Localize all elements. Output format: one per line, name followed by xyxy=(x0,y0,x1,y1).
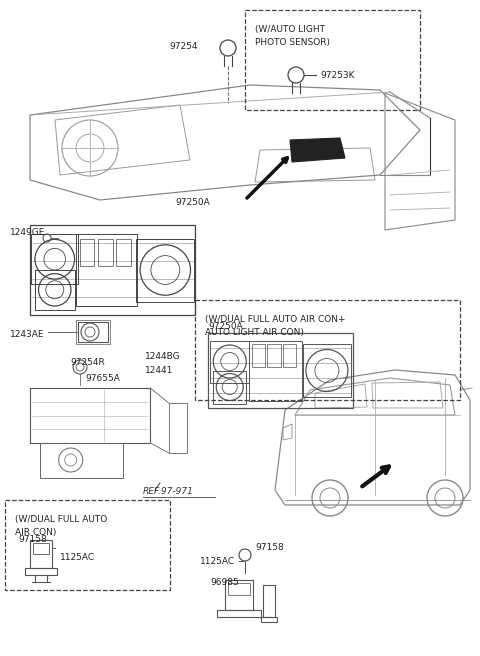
Bar xyxy=(169,403,187,453)
Bar xyxy=(25,568,57,575)
Text: (W/DUAL FULL AUTO AIR CON+: (W/DUAL FULL AUTO AIR CON+ xyxy=(205,315,346,324)
Text: 97254: 97254 xyxy=(169,42,198,51)
Bar xyxy=(249,340,302,401)
Text: 1244BG: 1244BG xyxy=(145,352,180,361)
Text: 97250A: 97250A xyxy=(208,322,243,331)
Bar xyxy=(267,344,280,367)
Bar xyxy=(80,239,95,266)
Text: 12441: 12441 xyxy=(145,366,173,375)
Text: 1249GE: 1249GE xyxy=(10,228,46,237)
Bar xyxy=(261,617,277,622)
Text: 97254R: 97254R xyxy=(70,358,105,367)
Text: PHOTO SENSOR): PHOTO SENSOR) xyxy=(255,38,330,47)
Bar xyxy=(30,225,195,315)
Bar xyxy=(40,443,122,478)
Bar xyxy=(213,371,246,403)
Bar xyxy=(283,344,297,367)
Text: 97253K: 97253K xyxy=(320,70,355,79)
Text: 97250A: 97250A xyxy=(175,198,210,207)
Text: 97158: 97158 xyxy=(255,543,284,552)
Bar xyxy=(31,234,78,285)
Text: AIR CON): AIR CON) xyxy=(15,528,56,537)
Text: 96985: 96985 xyxy=(210,578,239,587)
Text: (W/AUTO LIGHT: (W/AUTO LIGHT xyxy=(255,25,325,34)
Bar xyxy=(78,322,108,342)
Bar xyxy=(33,543,49,554)
Bar xyxy=(136,239,194,302)
Bar xyxy=(228,583,250,595)
Polygon shape xyxy=(290,138,345,162)
Bar xyxy=(76,320,110,344)
Bar xyxy=(30,388,150,443)
Bar xyxy=(245,10,420,110)
Text: 1125AC: 1125AC xyxy=(60,553,95,562)
Bar xyxy=(35,270,74,310)
Bar xyxy=(76,234,137,306)
Text: REF.97-971: REF.97-971 xyxy=(143,487,194,496)
Text: 97158: 97158 xyxy=(18,535,47,544)
Text: 1125AC: 1125AC xyxy=(200,557,235,566)
Bar xyxy=(210,340,249,382)
Bar xyxy=(225,580,253,610)
Text: 97655A: 97655A xyxy=(85,374,120,383)
Bar xyxy=(208,333,353,408)
Text: AUTO LIGHT AIR CON): AUTO LIGHT AIR CON) xyxy=(205,328,304,337)
Bar xyxy=(217,610,261,617)
Bar xyxy=(30,540,52,568)
Bar xyxy=(252,344,264,367)
Text: (W/DUAL FULL AUTO: (W/DUAL FULL AUTO xyxy=(15,515,107,524)
Bar xyxy=(5,500,170,590)
Bar xyxy=(116,239,131,266)
Bar xyxy=(195,300,460,400)
Bar xyxy=(263,585,275,617)
Text: 1243AE: 1243AE xyxy=(10,330,45,339)
Bar xyxy=(97,239,112,266)
Bar xyxy=(303,344,351,397)
